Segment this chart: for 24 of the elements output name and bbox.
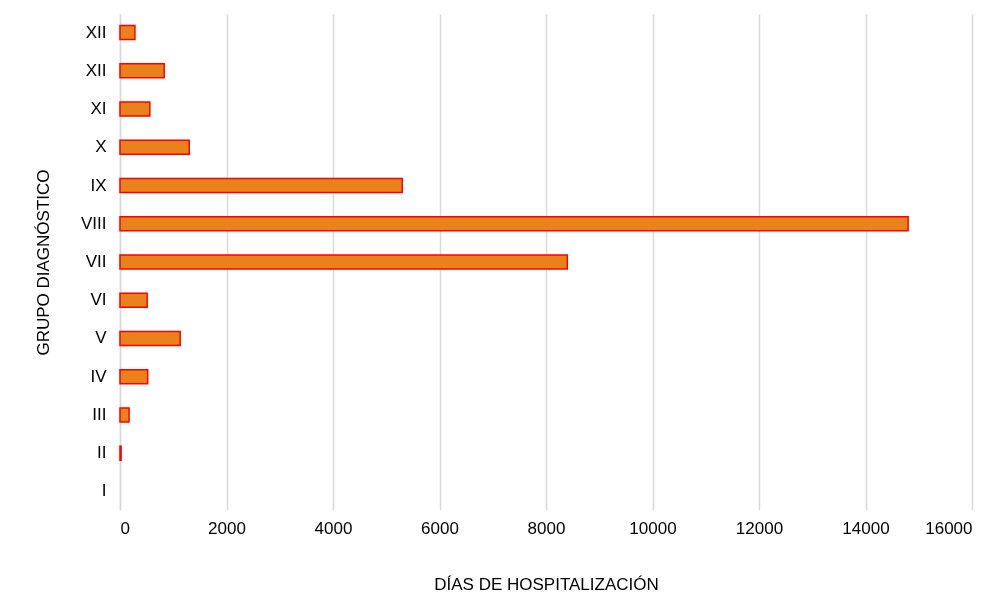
y-tick-label: III	[92, 404, 107, 424]
y-tick-label: VI	[90, 290, 107, 310]
y-tick-label: VIII	[80, 213, 107, 233]
x-tick-label: 12000	[735, 518, 784, 538]
y-tick-label: XII	[85, 60, 107, 80]
x-tick-label: 16000	[925, 518, 973, 538]
x-tick-label: 0	[120, 518, 130, 538]
x-tick-label: 4000	[314, 518, 353, 538]
x-tick-label: 2000	[208, 518, 246, 538]
y-tick-label: VII	[85, 252, 107, 271]
x-tick-label: 14000	[842, 518, 890, 538]
y-tick-label: XII	[85, 22, 107, 42]
x-axis-title: DÍAS DE HOSPITALIZACIÓN	[434, 574, 659, 594]
y-tick-label: XI	[90, 99, 107, 119]
y-tick-label: V	[95, 328, 108, 348]
y-axis-title: GRUPO DIAGNÓSTICO	[33, 169, 53, 356]
y-tick-label: I	[101, 481, 107, 501]
x-tick-label: 10000	[629, 518, 677, 538]
x-tick-label: 8000	[527, 518, 566, 538]
y-tick-label: IV	[90, 366, 108, 386]
x-tick-label: 6000	[421, 518, 459, 538]
y-tick-label: II	[97, 443, 107, 463]
y-tick-label: X	[95, 137, 107, 157]
y-tick-label: IX	[90, 175, 107, 195]
